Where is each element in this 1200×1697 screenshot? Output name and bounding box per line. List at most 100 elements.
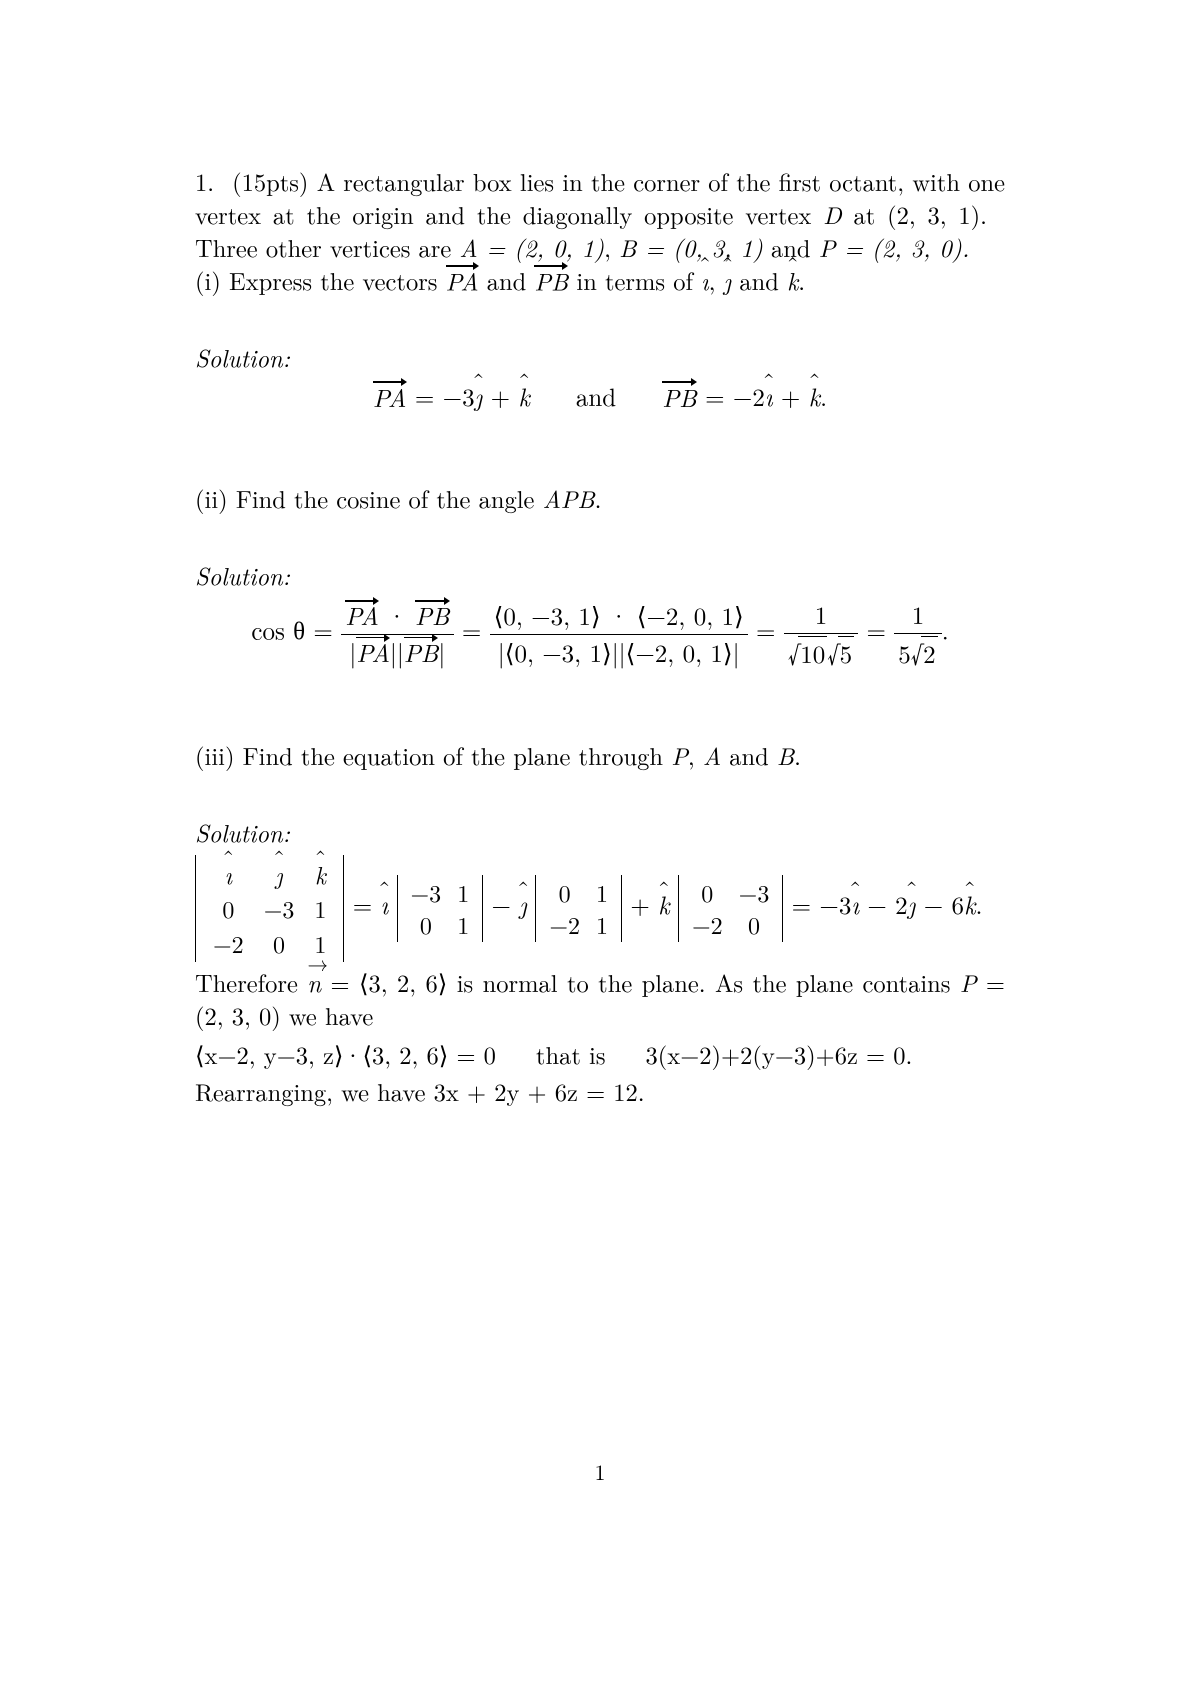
plane-eq-line: ⟨x−2, y−3, z⟩·⟨3, 2, 6⟩ = 0 that is 3(x−2)… [195, 1038, 1005, 1071]
therefore-line: Therefore →n = ⟨3, 2, 6⟩ is normal to th… [195, 966, 1005, 1032]
pa-expr2: + [482, 379, 518, 414]
APB: APB [543, 481, 595, 516]
part-ii: (ii) Find the cosine of the angle APB. [195, 482, 1005, 515]
frac-2: ⟨0, −3, 1⟩ · ⟨−2, 0, 1⟩ |⟨0, −3, 1⟩||⟨−2… [490, 599, 748, 670]
solution-iii-det: ıȷk 0−31 −201 = ı −3101 − ȷ 01−21 + k 0−… [195, 855, 1005, 962]
cos-theta: cos θ = [251, 613, 341, 648]
pb-expr2: + [773, 379, 809, 414]
ihat-4: ı [851, 887, 859, 922]
content-column: 1. (15pts) A rectangular box lies in the … [195, 165, 1005, 1108]
stmt-l3b: Three other vertices are [195, 230, 459, 265]
d2a-a: −3 [403, 876, 450, 908]
d2c-c: −2 [684, 908, 731, 940]
d3-23: 1 [304, 891, 336, 925]
page: 1. (15pts) A rectangular box lies in the … [0, 0, 1200, 1697]
solution-ii-eq: cos θ = PA · PB |PA||PB| = ⟨0, −3, 1⟩ · … [195, 598, 1005, 671]
khat-4: k [658, 887, 670, 922]
B: B [777, 738, 794, 773]
det2b: 01−21 [535, 875, 622, 942]
that-is: that is [536, 1037, 606, 1072]
P-eq: P = (2, 3, 0). [819, 230, 970, 265]
sqrt5: 5 [838, 636, 855, 671]
d2c-a: 0 [684, 876, 731, 908]
part-i-mid: and [479, 263, 535, 298]
sqrt2: 2 [921, 636, 938, 671]
jhat-2: ȷ [475, 379, 483, 414]
pa-expr: = −3 [407, 379, 475, 414]
d2b-c: −2 [541, 908, 588, 940]
part-i: (i) Express the vectors PA and PB in ter… [195, 264, 1005, 297]
frac-4: 1 5√2 [894, 598, 941, 671]
plane-eq-a: ⟨x−2, y−3, z⟩·⟨3, 2, 6⟩ = 0 [195, 1037, 496, 1072]
period-1: . [820, 379, 827, 414]
vec-PA-2: PA [373, 376, 407, 415]
part-i-b: in terms of [568, 263, 701, 298]
khat: k [787, 263, 798, 298]
part-iii-and: and [721, 738, 777, 773]
five: 5 [898, 636, 911, 671]
f3-num: 1 [784, 598, 858, 633]
d2a-c: 0 [403, 908, 450, 940]
d2b-b: 1 [588, 876, 616, 908]
minus-1: − [483, 887, 519, 922]
f1d-mid: || [390, 635, 404, 670]
problem-points: (15pts) [232, 164, 308, 199]
part-iii-a: (iii) Find the equation of the plane thr… [195, 738, 671, 773]
ihat-3: ı [380, 887, 388, 922]
d2c-b: −3 [731, 876, 778, 908]
P: P [671, 738, 688, 773]
d2c-d: 0 [731, 908, 778, 940]
khat-2: k [518, 379, 530, 414]
ihat-2: ı [765, 379, 773, 414]
problem-number: 1. [195, 164, 214, 199]
frac-1: PA · PB |PA||PB| [341, 599, 453, 670]
khat-5: k [964, 887, 976, 922]
stmt-l3a: at (2, 3, 1). [854, 197, 988, 232]
det3: ıȷk 0−31 −201 [195, 855, 344, 962]
solution-label-2: Solution: [195, 559, 1005, 592]
d3-11: ı [225, 857, 232, 891]
res-2: − 2 [859, 887, 908, 922]
d2b-a: 0 [541, 876, 588, 908]
and-1: and [576, 379, 616, 414]
therefore: Therefore [195, 965, 307, 1000]
f2-num: ⟨0, −3, 1⟩ · ⟨−2, 0, 1⟩ [490, 599, 748, 634]
f4-num: 1 [894, 598, 941, 633]
ihat: ı [701, 263, 709, 298]
det2c: 0−3−20 [678, 875, 783, 942]
frac-3: 1 √10√5 [784, 598, 858, 671]
jhat-3: ȷ [519, 887, 527, 922]
d3-12: ȷ [275, 857, 282, 891]
d3-21: 0 [203, 891, 254, 925]
res-3: − 6 [915, 887, 964, 922]
sqrt10: 10 [798, 636, 827, 671]
vec-PB-2: PB [662, 376, 697, 415]
plus-1: + [622, 887, 658, 922]
jhat-4: ȷ [908, 887, 916, 922]
det2a: −3101 [397, 875, 484, 942]
solution-label-1: Solution: [195, 341, 1005, 374]
d3-22: −3 [254, 891, 305, 925]
page-number: 1 [0, 1456, 1200, 1487]
n-val: = ⟨3, 2, 6⟩ is normal to the plane. As t… [321, 965, 950, 1000]
part-i-a: (i) Express the vectors [195, 263, 446, 298]
d2b-d: 1 [588, 908, 616, 940]
pb-expr: = −2 [697, 379, 765, 414]
f1-dot: · [379, 598, 415, 633]
rearranging: Rearranging, we have 3x + 2y + 6z = 12. [195, 1075, 1005, 1108]
f2-den: |⟨0, −3, 1⟩||⟨−2, 0, 1⟩| [490, 634, 748, 670]
d2a-b: 1 [449, 876, 477, 908]
vec-PA: PA [446, 260, 479, 299]
var-D: D [823, 197, 842, 232]
part-ii-text: (ii) Find the cosine of the angle [195, 481, 543, 516]
khat-3: k [809, 379, 821, 414]
part-i-end: . [798, 263, 805, 298]
d3-31: −2 [203, 926, 254, 960]
stmt-l1: A rectangular box lies in the corner of … [317, 164, 904, 199]
plane-eq-b: 3(x−2)+2(y−3)+6z = 0. [645, 1037, 912, 1072]
A: A [703, 738, 721, 773]
res-1: = −3 [783, 887, 851, 922]
d3-32: 0 [254, 926, 305, 960]
eq-mid-1: = [344, 887, 380, 922]
d3-13: k [315, 857, 326, 891]
